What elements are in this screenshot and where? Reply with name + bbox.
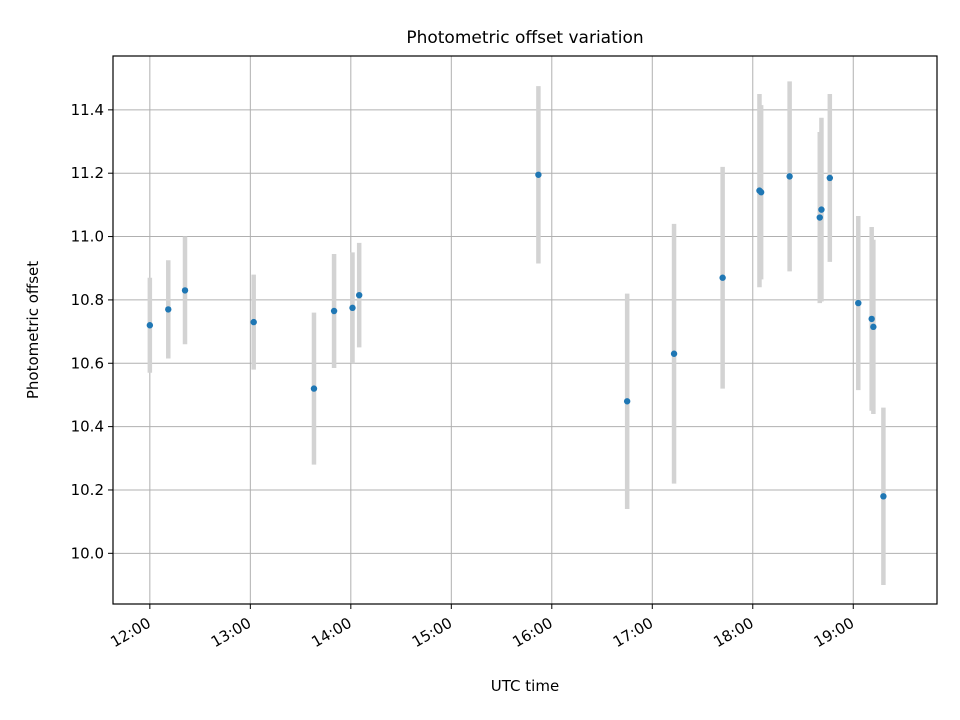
- x-tick-label: 12:00: [107, 614, 153, 651]
- data-point: [181, 287, 189, 294]
- x-tick-label: 16:00: [509, 614, 555, 651]
- data-point: [250, 318, 257, 326]
- data-point: [868, 315, 875, 323]
- data-point: [818, 206, 825, 213]
- data-point: [623, 398, 631, 405]
- data-point: [880, 493, 887, 500]
- grid-lines: [113, 56, 937, 604]
- data-point: [870, 323, 877, 331]
- y-axis-label: Photometric offset: [24, 261, 42, 399]
- data-point: [786, 173, 793, 180]
- data-point: [719, 274, 726, 281]
- x-tick-label: 15:00: [409, 614, 455, 651]
- y-tick-label: 11.2: [71, 164, 104, 182]
- data-point: [310, 385, 318, 392]
- x-tick-label: 13:00: [208, 614, 254, 651]
- x-axis-label: UTC time: [491, 677, 559, 695]
- y-axis-ticks: 10.0 10.2 10.4 10.6 10.8 11.0 11.2 11.4: [71, 101, 113, 562]
- data-point: [165, 306, 172, 313]
- chart-title: Photometric offset variation: [406, 28, 643, 48]
- data-point: [816, 214, 823, 221]
- x-tick-label: 14:00: [308, 614, 354, 651]
- plot-frame: [112, 55, 938, 605]
- data-point: [757, 189, 765, 196]
- x-tick-label: 18:00: [710, 614, 756, 651]
- data-points: [146, 171, 887, 500]
- y-tick-label: 10.6: [71, 354, 104, 372]
- data-point: [826, 174, 834, 182]
- y-tick-label: 11.0: [71, 228, 104, 246]
- y-tick-label: 10.8: [71, 291, 104, 309]
- data-point: [146, 322, 154, 329]
- y-tick-label: 10.4: [71, 418, 104, 436]
- x-tick-label: 19:00: [811, 614, 857, 651]
- data-point: [330, 307, 338, 315]
- x-axis-ticks: 12:00 13:00 14:00 15:00 16:00 17:00 18:00 19:00: [107, 604, 857, 651]
- y-tick-label: 11.4: [71, 101, 104, 119]
- y-tick-label: 10.0: [71, 544, 104, 562]
- data-point: [535, 171, 542, 178]
- data-point: [355, 291, 363, 299]
- error-bars: [147, 81, 886, 585]
- y-tick-label: 10.2: [71, 481, 104, 499]
- data-point: [670, 350, 678, 357]
- x-tick-label: 17:00: [610, 614, 656, 651]
- data-point: [349, 304, 356, 312]
- data-point: [855, 299, 862, 307]
